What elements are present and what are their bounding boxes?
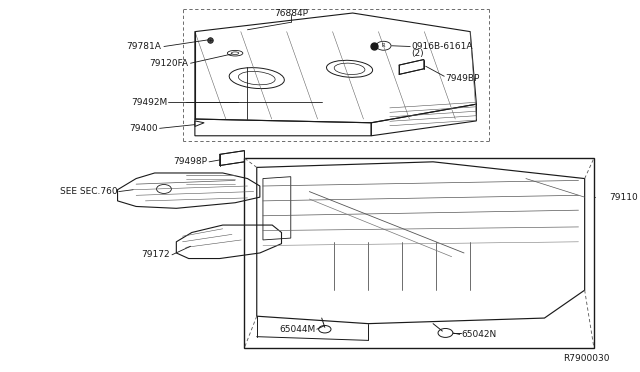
Text: 79492M: 79492M (131, 98, 167, 107)
Text: 79110: 79110 (609, 193, 638, 202)
Text: 79172: 79172 (141, 250, 170, 259)
Text: 79120FA: 79120FA (150, 59, 189, 68)
Text: R: R (382, 43, 385, 48)
Text: 0916B-6161A: 0916B-6161A (412, 42, 473, 51)
Text: 65044M: 65044M (279, 325, 316, 334)
Text: R7900030: R7900030 (563, 355, 609, 363)
Text: SEE SEC.760: SEE SEC.760 (60, 187, 118, 196)
Text: (2): (2) (412, 49, 424, 58)
Text: 7949BP: 7949BP (445, 74, 480, 83)
Text: 79498P: 79498P (173, 157, 207, 166)
Text: 65042N: 65042N (461, 330, 496, 339)
Text: 76884P: 76884P (274, 9, 308, 17)
Text: 79781A: 79781A (126, 42, 161, 51)
Text: 79400: 79400 (129, 124, 158, 133)
